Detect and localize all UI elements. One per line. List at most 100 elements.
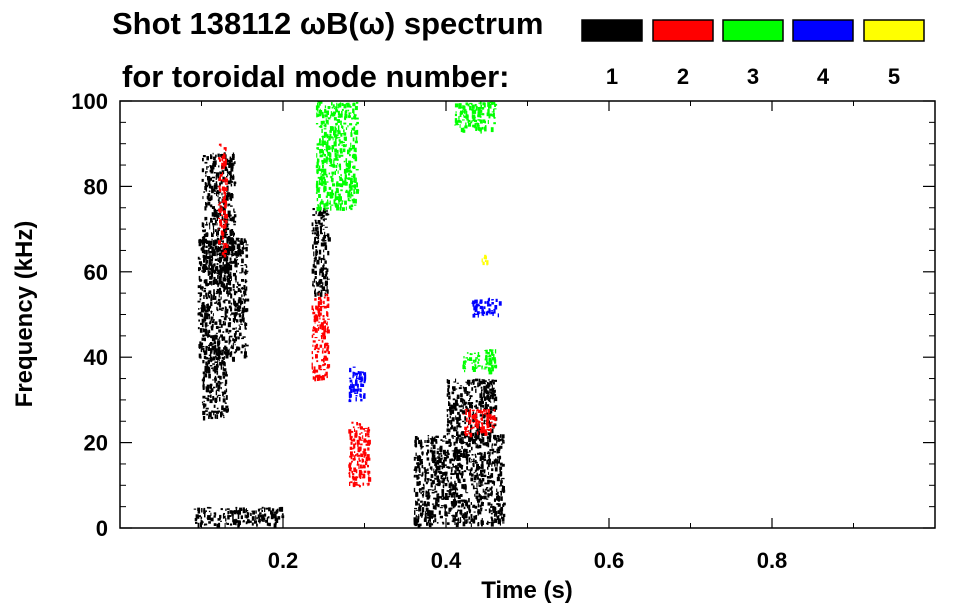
spectrum-pixel bbox=[456, 522, 459, 525]
spectrum-pixel bbox=[210, 195, 213, 201]
spectrum-pixel bbox=[335, 109, 338, 111]
spectrum-pixel bbox=[493, 114, 495, 119]
spectrum-pixel bbox=[322, 218, 324, 221]
spectrum-pixel bbox=[222, 398, 226, 403]
spectrum-pixel bbox=[467, 444, 471, 446]
spectrum-pixel bbox=[203, 348, 205, 353]
spectrum-pixel bbox=[322, 181, 324, 187]
spectrum-pixel bbox=[209, 351, 212, 356]
spectrum-pixel bbox=[493, 409, 496, 412]
spectrum-pixel bbox=[480, 312, 482, 314]
spectrum-pixel bbox=[332, 183, 336, 187]
spectrum-pixel bbox=[352, 457, 356, 461]
spectrum-pixel bbox=[433, 520, 435, 524]
spectrum-pixel bbox=[229, 335, 233, 338]
spectrum-pixel bbox=[457, 521, 459, 523]
spectrum-pixel bbox=[222, 247, 226, 251]
spectrum-pixel bbox=[217, 298, 221, 301]
spectrum-pixel bbox=[454, 500, 457, 506]
spectrum-pixel bbox=[194, 518, 198, 522]
spectrum-pixel bbox=[465, 492, 469, 494]
spectrum-pixel bbox=[342, 141, 345, 143]
spectrum-pixel bbox=[214, 269, 217, 274]
spectrum-pixel bbox=[419, 481, 421, 486]
spectrum-pixel bbox=[328, 172, 331, 175]
spectrum-pixel bbox=[454, 470, 457, 475]
spectrum-pixel bbox=[363, 374, 367, 380]
spectrum-pixel bbox=[217, 380, 221, 383]
spectrum-pixel bbox=[236, 270, 238, 273]
spectrum-pixel bbox=[315, 225, 319, 227]
spectrum-pixel bbox=[358, 459, 361, 462]
spectrum-pixel bbox=[202, 416, 206, 421]
spectrum-pixel bbox=[205, 203, 208, 208]
spectrum-pixel bbox=[350, 388, 353, 393]
spectrum-pixel bbox=[233, 240, 237, 245]
spectrum-pixel bbox=[366, 430, 370, 433]
spectrum-pixel bbox=[353, 177, 356, 183]
spectrum-pixel bbox=[421, 493, 425, 497]
spectrum-pixel bbox=[479, 115, 482, 118]
spectrum-pixel bbox=[491, 494, 493, 497]
spectrum-pixel bbox=[338, 155, 341, 158]
spectrum-pixel bbox=[466, 455, 468, 460]
spectrum-pixel bbox=[473, 312, 476, 315]
spectrum-pixel bbox=[465, 115, 469, 119]
spectrum-pixel bbox=[427, 449, 430, 454]
spectrum-pixel bbox=[337, 204, 340, 209]
spectrum-pixel bbox=[275, 509, 278, 514]
spectrum-pixel bbox=[207, 243, 211, 247]
spectrum-pixel bbox=[316, 147, 318, 150]
spectrum-pixel bbox=[421, 503, 424, 506]
spectrum-pixel bbox=[245, 246, 248, 252]
spectrum-pixel bbox=[326, 149, 328, 154]
spectrum-pixel bbox=[203, 373, 205, 378]
spectrum-pixel bbox=[345, 127, 348, 130]
spectrum-pixel bbox=[497, 446, 501, 452]
spectrum-pixel bbox=[216, 214, 219, 217]
spectrum-pixel bbox=[441, 498, 445, 500]
spectrum-pixel bbox=[218, 351, 221, 355]
spectrum-pixel bbox=[221, 336, 224, 341]
spectrum-pixel bbox=[500, 482, 502, 485]
spectrum-pixel bbox=[417, 462, 419, 466]
spectrum-pixel bbox=[223, 368, 227, 372]
spectrum-pixel bbox=[228, 293, 231, 295]
spectrum-pixel bbox=[358, 465, 360, 470]
spectrum-pixel bbox=[490, 432, 492, 435]
spectrum-pixel bbox=[213, 208, 216, 212]
spectrum-pixel bbox=[476, 299, 478, 304]
spectrum-pixel bbox=[491, 516, 493, 522]
spectrum-pixel bbox=[496, 491, 499, 494]
spectrum-pixel bbox=[456, 472, 459, 475]
spectrum-pixel bbox=[324, 149, 326, 151]
spectrum-pixel bbox=[468, 511, 471, 514]
spectrum-pixel bbox=[494, 349, 497, 354]
spectrum-pixel bbox=[197, 327, 200, 330]
spectrum-pixel bbox=[203, 376, 205, 382]
spectrum-pixel bbox=[356, 476, 358, 480]
spectrum-pixel bbox=[315, 227, 318, 232]
spectrum-pixel bbox=[464, 409, 468, 411]
spectrum-pixel bbox=[430, 442, 432, 444]
spectrum-pixel bbox=[215, 184, 218, 190]
spectrum-pixel bbox=[439, 453, 442, 455]
spectrum-pixel bbox=[235, 519, 238, 523]
spectrum-pixel bbox=[465, 502, 468, 507]
spectrum-pixel bbox=[319, 271, 321, 276]
spectrum-pixel bbox=[499, 462, 503, 466]
x-tick-label: 0.4 bbox=[431, 548, 462, 573]
spectrum-pixel bbox=[322, 152, 325, 155]
spectrum-pixel bbox=[463, 448, 466, 453]
spectrum-pixel bbox=[311, 268, 315, 274]
spectrum-pixel bbox=[488, 370, 492, 375]
spectrum-pixel bbox=[342, 148, 346, 153]
spectrum-pixel bbox=[433, 458, 436, 461]
spectrum-pixel bbox=[210, 360, 212, 363]
spectrum-pixel bbox=[226, 175, 228, 178]
spectrum-pixel bbox=[244, 239, 247, 243]
spectrum-pixel bbox=[353, 126, 356, 130]
spectrum-pixel bbox=[425, 490, 427, 494]
spectrum-pixel bbox=[477, 431, 480, 434]
spectrum-pixel bbox=[240, 265, 244, 267]
